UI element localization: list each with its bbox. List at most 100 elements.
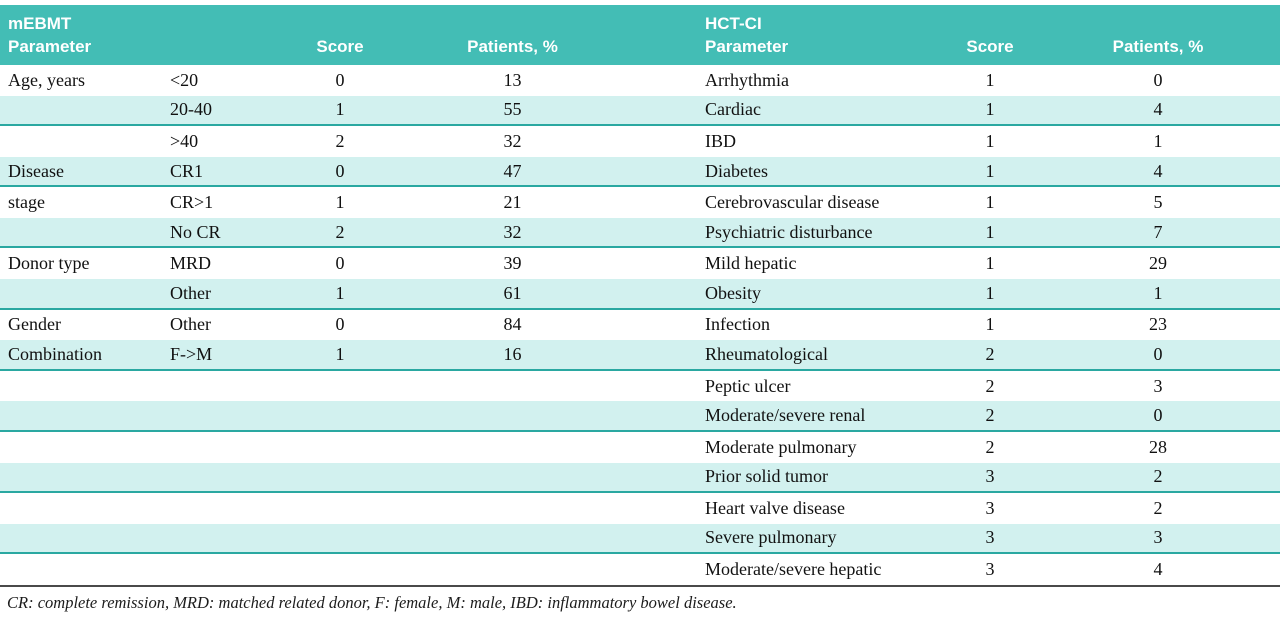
table-row: Donor type MRD 0 39 Mild hepatic 1 29	[0, 248, 1280, 279]
cell-left-parameter: Gender	[8, 314, 61, 335]
table-footnote: CR: complete remission, MRD: matched rel…	[7, 592, 737, 612]
cell-right-score: 3	[985, 497, 995, 518]
cell-left-category: 20-40	[170, 99, 212, 120]
cell-left-patients: 13	[503, 69, 522, 90]
table-row: No CR 2 32 Psychiatric disturbance 1 7	[0, 217, 1280, 249]
table-row: Moderate/severe hepatic 3 4	[0, 554, 1280, 585]
cell-left-score: 1	[335, 282, 345, 303]
cell-right-patients: 29	[1149, 253, 1167, 274]
cell-right-score: 1	[985, 69, 995, 90]
mebmt-score-header: Score	[316, 37, 364, 56]
table-row: Gender Other 0 84 Infection 1 23	[0, 310, 1280, 341]
cell-left-score: 1	[335, 192, 345, 213]
cell-left-parameter: stage	[8, 192, 45, 213]
table-row: Disease CR1 0 47 Diabetes 1 4	[0, 156, 1280, 188]
cell-left-patients: 32	[503, 130, 522, 151]
cell-left-parameter: Combination	[8, 343, 102, 364]
table-row: Age, years <20 0 13 Arrhythmia 1 0	[0, 65, 1280, 96]
hctci-header-title: HCT-CI Parameter	[700, 5, 930, 65]
cell-right-patients: 1	[1153, 130, 1163, 151]
table-row: Other 1 61 Obesity 1 1	[0, 279, 1280, 310]
cell-right-parameter: Moderate/severe renal	[705, 405, 866, 426]
hctci-patients-header: Patients, %	[1112, 37, 1204, 56]
cell-left-category: CR1	[170, 160, 204, 181]
table-row: Moderate pulmonary 2 28	[0, 432, 1280, 463]
cell-right-patients: 5	[1153, 192, 1163, 213]
cell-right-parameter: Mild hepatic	[705, 253, 797, 274]
cell-right-parameter: Diabetes	[705, 160, 768, 181]
cell-left-patients: 55	[503, 99, 522, 120]
cell-left-category: >40	[170, 130, 199, 151]
cell-right-score: 2	[985, 343, 995, 364]
cell-right-patients: 1	[1153, 282, 1163, 303]
cell-right-parameter: Cerebrovascular disease	[705, 192, 880, 213]
cell-right-parameter: Cardiac	[705, 99, 761, 120]
cell-right-parameter: Prior solid tumor	[705, 466, 829, 487]
cell-right-score: 3	[985, 466, 995, 487]
cell-right-parameter: Rheumatological	[705, 343, 828, 364]
table-row: stage CR>1 1 21 Cerebrovascular disease …	[0, 187, 1280, 218]
cell-left-category: F->M	[170, 343, 213, 364]
cell-right-parameter: Severe pulmonary	[705, 527, 837, 548]
cell-right-parameter: Psychiatric disturbance	[705, 221, 873, 242]
table-row: Peptic ulcer 2 3	[0, 371, 1280, 402]
cell-right-parameter: Arrhythmia	[705, 69, 789, 90]
mebmt-header-line2: Parameter	[8, 37, 92, 56]
cell-left-score: 0	[335, 253, 345, 274]
cell-right-parameter: Moderate pulmonary	[705, 436, 857, 457]
cell-right-patients: 3	[1153, 527, 1163, 548]
cell-right-score: 2	[985, 405, 995, 426]
cell-left-patients: 32	[503, 221, 522, 242]
cell-left-patients: 21	[503, 192, 522, 213]
cell-left-patients: 39	[503, 253, 522, 274]
table-row: Moderate/severe renal 2 0	[0, 401, 1280, 432]
cell-left-parameter: Disease	[8, 160, 64, 181]
cell-right-parameter: Moderate/severe hepatic	[705, 559, 882, 580]
cell-right-patients: 4	[1153, 160, 1163, 181]
cell-right-score: 3	[985, 527, 995, 548]
mebmt-header-line1: mEBMT	[8, 14, 72, 33]
cell-right-score: 2	[985, 436, 995, 457]
cell-left-score: 0	[335, 314, 345, 335]
cell-right-parameter: Obesity	[705, 282, 761, 303]
hctci-score-header: Score	[966, 37, 1014, 56]
mebmt-patients-header: Patients, %	[467, 37, 558, 56]
cell-left-score: 2	[335, 221, 345, 242]
cell-right-score: 1	[985, 160, 995, 181]
cell-right-patients: 2	[1153, 497, 1163, 518]
cell-right-parameter: Peptic ulcer	[705, 375, 791, 396]
cell-right-patients: 3	[1153, 375, 1163, 396]
table-row: Prior solid tumor 3 2	[0, 462, 1280, 494]
cell-right-patients: 2	[1153, 466, 1163, 487]
cell-right-score: 1	[985, 99, 995, 120]
cell-left-score: 1	[335, 99, 345, 120]
cell-left-patients: 84	[503, 314, 522, 335]
cell-right-parameter: Heart valve disease	[705, 497, 845, 518]
cell-right-score: 1	[985, 253, 995, 274]
cell-left-patients: 47	[503, 160, 522, 181]
cell-left-category: Other	[170, 314, 211, 335]
table-row: >40 2 32 IBD 1 1	[0, 126, 1280, 157]
cell-left-score: 2	[335, 130, 345, 151]
cell-left-category: CR>1	[170, 192, 214, 213]
cell-left-patients: 61	[503, 282, 522, 303]
cell-left-score: 0	[335, 160, 345, 181]
cell-right-patients: 0	[1153, 343, 1163, 364]
cell-right-patients: 4	[1153, 99, 1163, 120]
cell-right-score: 2	[985, 375, 995, 396]
cell-right-patients: 0	[1153, 405, 1163, 426]
cell-left-parameter: Age, years	[8, 69, 85, 90]
cell-right-score: 1	[985, 192, 995, 213]
mebmt-header-title: mEBMT Parameter	[0, 5, 280, 65]
cell-right-patients: 23	[1149, 314, 1167, 335]
cell-left-category: MRD	[170, 253, 212, 274]
cell-right-score: 1	[985, 221, 995, 242]
cell-right-score: 1	[985, 282, 995, 303]
cell-left-category: Other	[170, 282, 211, 303]
cell-right-patients: 7	[1153, 221, 1163, 242]
table-row: 20-40 1 55 Cardiac 1 4	[0, 95, 1280, 127]
cell-right-score: 1	[985, 130, 995, 151]
table-header: mEBMT Parameter Score Patients, % HCT-CI…	[0, 5, 1280, 65]
cell-right-patients: 4	[1153, 559, 1163, 580]
table-row: Combination F->M 1 16 Rheumatological 2 …	[0, 340, 1280, 371]
